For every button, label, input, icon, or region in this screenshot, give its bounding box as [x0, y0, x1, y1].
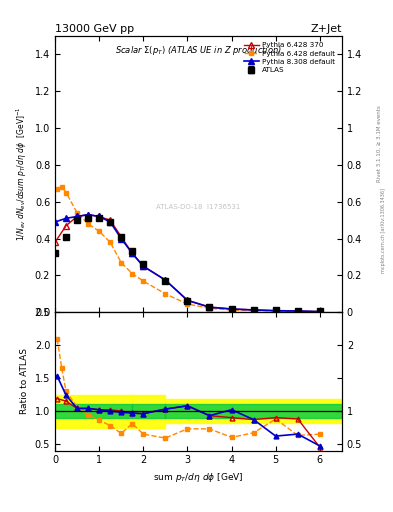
Pythia 6.428 default	[296, 308, 300, 314]
Pythia 8.308 default	[97, 214, 101, 220]
Pythia 6.428 370	[207, 304, 212, 310]
Pythia 6.428 370	[296, 308, 300, 314]
Pythia 6.428 default	[185, 301, 190, 307]
Pythia 8.308 default	[108, 219, 112, 225]
Line: Pythia 6.428 370: Pythia 6.428 370	[52, 212, 323, 314]
Pythia 6.428 default	[130, 270, 135, 276]
Pythia 6.428 370	[53, 239, 57, 245]
Pythia 6.428 370	[274, 308, 278, 314]
Line: Pythia 6.428 default: Pythia 6.428 default	[55, 184, 322, 314]
X-axis label: sum $p_T/d\eta\ d\phi$ [GeV]: sum $p_T/d\eta\ d\phi$ [GeV]	[153, 471, 244, 484]
Pythia 6.428 default	[75, 210, 79, 216]
Pythia 8.308 default	[53, 219, 57, 225]
Pythia 6.428 370	[163, 277, 168, 283]
Pythia 8.308 default	[75, 214, 79, 220]
Pythia 6.428 370	[108, 217, 112, 223]
Pythia 6.428 default	[318, 309, 322, 315]
Pythia 6.428 default	[119, 260, 123, 266]
Pythia 8.308 default	[86, 211, 90, 218]
Pythia 6.428 default	[108, 239, 112, 245]
Pythia 6.428 370	[229, 306, 234, 312]
Pythia 6.428 370	[119, 233, 123, 240]
Pythia 8.308 default	[163, 277, 168, 283]
Text: Z+Jet: Z+Jet	[310, 24, 342, 34]
Y-axis label: Ratio to ATLAS: Ratio to ATLAS	[20, 349, 29, 414]
Line: Pythia 8.308 default: Pythia 8.308 default	[52, 212, 323, 314]
Pythia 6.428 default	[163, 291, 168, 297]
Pythia 8.308 default	[119, 236, 123, 242]
Pythia 8.308 default	[274, 308, 278, 314]
Pythia 8.308 default	[229, 306, 234, 312]
Pythia 6.428 370	[86, 211, 90, 218]
Text: Rivet 3.1.10, ≥ 3.1M events: Rivet 3.1.10, ≥ 3.1M events	[377, 105, 382, 182]
Pythia 8.308 default	[207, 304, 212, 310]
Y-axis label: $1/N_{ev}\ dN_{ev}/dsum\ p_T/d\eta\ d\phi\ \ [\mathrm{GeV}]^{-1}$: $1/N_{ev}\ dN_{ev}/dsum\ p_T/d\eta\ d\ph…	[15, 106, 29, 242]
Legend: Pythia 6.428 370, Pythia 6.428 default, Pythia 8.308 default, ATLAS: Pythia 6.428 370, Pythia 6.428 default, …	[241, 39, 338, 76]
Pythia 6.428 370	[318, 309, 322, 315]
Pythia 8.308 default	[130, 250, 135, 257]
Text: Scalar $\Sigma(p_T)$ (ATLAS UE in Z production): Scalar $\Sigma(p_T)$ (ATLAS UE in Z prod…	[115, 44, 282, 57]
Pythia 6.428 default	[274, 308, 278, 314]
Pythia 6.428 370	[185, 297, 190, 304]
Pythia 8.308 default	[296, 308, 300, 314]
Text: mcplots.cern.ch [arXiv:1306.3436]: mcplots.cern.ch [arXiv:1306.3436]	[381, 188, 386, 273]
Pythia 6.428 370	[97, 214, 101, 220]
Pythia 8.308 default	[318, 309, 322, 315]
Pythia 6.428 default	[86, 221, 90, 227]
Text: ATLAS-DO-18  I1736531: ATLAS-DO-18 I1736531	[156, 204, 241, 210]
Pythia 8.308 default	[185, 297, 190, 304]
Pythia 6.428 370	[75, 214, 79, 220]
Pythia 8.308 default	[64, 215, 68, 221]
Pythia 6.428 default	[251, 307, 256, 313]
Pythia 6.428 370	[130, 250, 135, 257]
Pythia 6.428 370	[141, 263, 146, 269]
Text: 13000 GeV pp: 13000 GeV pp	[55, 24, 134, 34]
Pythia 6.428 default	[207, 305, 212, 311]
Pythia 6.428 default	[97, 228, 101, 234]
Pythia 8.308 default	[141, 263, 146, 269]
Pythia 6.428 default	[55, 186, 60, 192]
Pythia 8.308 default	[251, 307, 256, 313]
Pythia 6.428 default	[59, 184, 64, 190]
Pythia 6.428 370	[64, 223, 68, 229]
Pythia 6.428 370	[251, 307, 256, 313]
Pythia 6.428 default	[141, 278, 146, 284]
Pythia 6.428 default	[229, 307, 234, 313]
Pythia 6.428 default	[64, 189, 68, 196]
